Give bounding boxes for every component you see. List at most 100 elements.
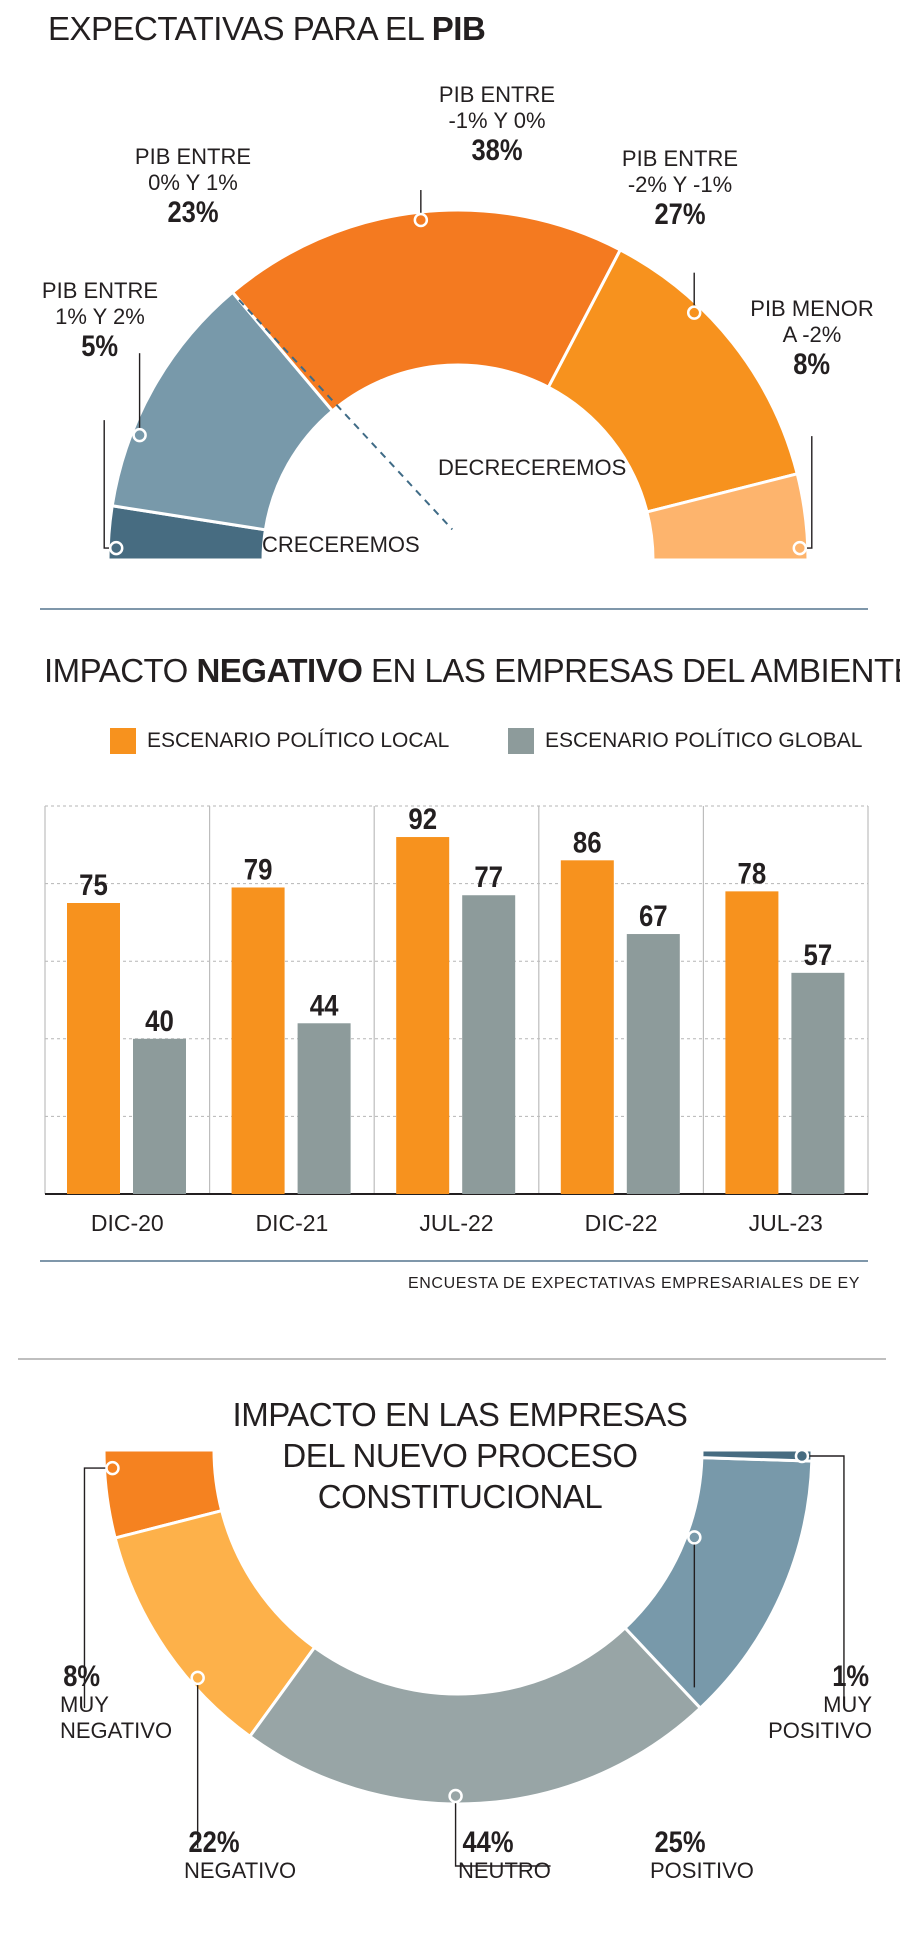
- impact-label-positivo: 25% POSITIVO: [650, 1826, 754, 1884]
- bars-title-bold: NEGATIVO: [196, 652, 363, 689]
- bar-local-2: [231, 887, 285, 1194]
- impact-label-4-line1: POSITIVO: [650, 1858, 754, 1883]
- gauge-label-5-line1: PIB MENOR: [750, 296, 874, 321]
- gauge-label-3-line2: -1% Y 0%: [448, 108, 546, 133]
- impact-label-muy-negativo: 8% MUY NEGATIVO: [60, 1660, 173, 1744]
- gauge-label-3-pct: 38%: [471, 134, 523, 167]
- bars-title-part1: IMPACTO: [44, 652, 197, 689]
- impact-title-line1: IMPACTO EN LAS EMPRESAS: [232, 1396, 688, 1433]
- bar-local-4: [560, 860, 614, 1194]
- bars-title: IMPACTO NEGATIVO EN LAS EMPRESAS DEL AMB…: [44, 652, 900, 690]
- bar-category-label: DIC-22: [585, 1210, 658, 1236]
- impact-label-5-line2: POSITIVO: [768, 1718, 872, 1743]
- impact-label-neutro: 44% NEUTRO: [458, 1828, 551, 1884]
- bar-global-2: [297, 1023, 351, 1194]
- gauge-label-4-pct: 27%: [654, 198, 706, 231]
- impact-chart: [83, 1448, 845, 1867]
- bar-value-label: 78: [738, 857, 767, 890]
- impact-label-2-pct: 22%: [188, 1826, 240, 1859]
- gauge-segment-5: [645, 471, 810, 562]
- impact-segment-5: [700, 1448, 814, 1463]
- bar-value-label: 77: [474, 860, 503, 893]
- impact-title: IMPACTO EN LAS EMPRESAS DEL NUEVO PROCES…: [200, 1394, 720, 1517]
- impact-label-3-line1: NEUTRO: [458, 1858, 551, 1883]
- impact-leader-1: [83, 1467, 113, 1709]
- bar-local-5: [725, 891, 779, 1194]
- gauge-label-5-pct: 8%: [793, 348, 831, 381]
- impact-label-4-pct: 25%: [654, 1826, 706, 1859]
- bar-category-label: DIC-20: [91, 1210, 164, 1236]
- gauge-label-1: PIB ENTRE 1% Y 2% 5%: [40, 278, 160, 362]
- impact-label-muy-positivo: 1% MUY POSITIVO: [740, 1660, 872, 1744]
- impact-dot-2: [190, 1670, 205, 1686]
- gauge-title: EXPECTATIVAS PARA EL PIB: [48, 10, 486, 48]
- gauge-title-plain: EXPECTATIVAS PARA EL: [48, 10, 432, 47]
- bar-value-label: 57: [804, 938, 833, 971]
- gauge-title-bold: PIB: [431, 10, 486, 47]
- section-divider-2: [40, 1260, 868, 1262]
- bar-value-label: 75: [79, 868, 108, 901]
- gauge-dot-1: [108, 540, 124, 556]
- gauge-label-4: PIB ENTRE -2% Y -1% 27%: [612, 146, 748, 230]
- legend-swatch-local: [110, 728, 136, 754]
- bar-category-label: JUL-23: [749, 1210, 823, 1236]
- gauge-label-5: PIB MENOR A -2% 8%: [748, 296, 876, 380]
- impact-dot-4: [687, 1530, 702, 1545]
- gauge-segment-3: [230, 208, 623, 413]
- legend-swatch-global: [508, 728, 534, 754]
- impact-dot-1: [105, 1460, 120, 1476]
- gauge-label-2: PIB ENTRE 0% Y 1% 23%: [128, 144, 258, 228]
- impact-title-line3: CONSTITUCIONAL: [317, 1478, 603, 1515]
- section-divider-3: [18, 1358, 886, 1360]
- bar-global-5: [791, 972, 845, 1194]
- bar-category-label: JUL-22: [419, 1210, 493, 1236]
- impact-label-2-line1: NEGATIVO: [184, 1858, 297, 1883]
- gauge-dot-4: [686, 305, 702, 320]
- impact-label-1-pct: 8%: [63, 1660, 101, 1693]
- gauge-segment-2: [110, 290, 335, 532]
- bar-local-3: [396, 837, 450, 1194]
- legend-label-local: ESCENARIO POLÍTICO LOCAL: [147, 729, 450, 752]
- gauge-label-2-line1: PIB ENTRE: [134, 144, 252, 169]
- gauge-label-5-line2: A -2%: [782, 322, 842, 347]
- impact-dot-5: [794, 1448, 810, 1464]
- bar-value-label: 79: [244, 853, 273, 886]
- impact-label-5-pct: 1%: [831, 1660, 869, 1693]
- gauge-label-2-pct: 23%: [167, 196, 219, 229]
- gauge-label-3: PIB ENTRE -1% Y 0% 38%: [432, 82, 562, 166]
- gauge-label-3-line1: PIB ENTRE: [438, 82, 556, 107]
- gauge-zone-decline: DECRECEREMOS: [438, 455, 627, 480]
- impact-leader-5: [801, 1455, 845, 1707]
- bar-global-1: [133, 1038, 186, 1194]
- bar-value-label: 92: [408, 802, 437, 835]
- bars-title-part2: EN LAS EMPRESAS DEL AMBIENTE: [362, 652, 900, 689]
- gauge-dot-3: [413, 212, 429, 228]
- impact-title-line2: DEL NUEVO PROCESO: [282, 1437, 638, 1474]
- section-divider-1: [40, 608, 868, 610]
- gauge-dot-5: [792, 540, 808, 556]
- impact-label-negativo: 22% NEGATIVO: [184, 1826, 297, 1884]
- bar-chart: 75 40 DIC-20 79 44 DIC-21 92 77 JUL-22 86 67 DIC-22…: [44, 802, 869, 1236]
- bar-value-label: 40: [145, 1004, 174, 1037]
- impact-label-5-line1: MUY: [823, 1692, 872, 1717]
- bar-category-label: DIC-21: [255, 1210, 328, 1236]
- gauge-label-1-pct: 5%: [81, 330, 119, 363]
- impact-label-1-line1: MUY: [60, 1692, 109, 1717]
- impact-segment-3: [247, 1625, 703, 1806]
- bar-value-label: 86: [573, 826, 602, 859]
- source-note: ENCUESTA DE EXPECTATIVAS EMPRESARIALES D…: [408, 1275, 860, 1292]
- bar-value-label: 44: [310, 988, 339, 1021]
- impact-leader-3: [454, 1795, 551, 1867]
- gauge-zone-grow: CRECEREMOS: [262, 532, 420, 557]
- gauge-label-1-line2: 1% Y 2%: [55, 304, 145, 329]
- gauge-chart: [103, 190, 813, 562]
- bar-value-label: 67: [639, 899, 668, 932]
- impact-label-1-line2: NEGATIVO: [60, 1718, 173, 1743]
- gauge-label-1-line1: PIB ENTRE: [41, 278, 159, 303]
- gauge-label-2-line2: 0% Y 1%: [148, 170, 238, 195]
- gauge-label-4-line2: -2% Y -1%: [627, 172, 733, 197]
- bar-global-3: [462, 895, 516, 1194]
- gauge-divider-line: [238, 299, 453, 531]
- gauge-label-4-line1: PIB ENTRE: [621, 146, 739, 171]
- impact-dot-3: [448, 1788, 463, 1804]
